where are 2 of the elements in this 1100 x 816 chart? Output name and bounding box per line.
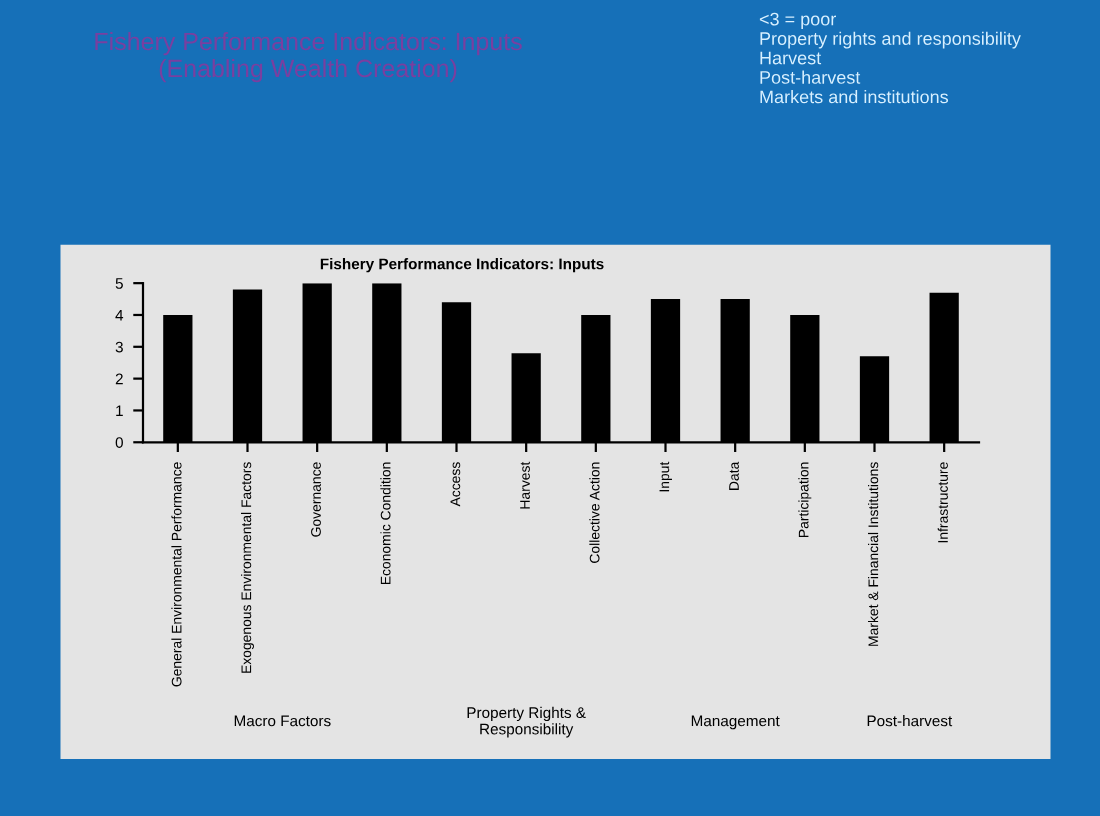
text: <3 = poor Property rights and responsibility Harvest Post-harvest Markets and institutions — [759, 12, 1021, 104]
chart-title: Fishery Performance Indicators: Inputs (Enabling Wealth Creation) — [95, 32, 522, 83]
